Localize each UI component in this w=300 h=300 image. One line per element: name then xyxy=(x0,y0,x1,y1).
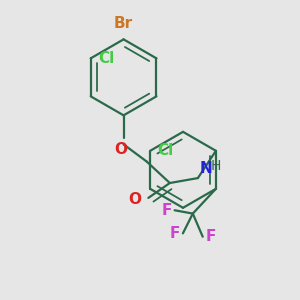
Text: F: F xyxy=(170,226,180,241)
Text: O: O xyxy=(114,142,127,158)
Text: F: F xyxy=(162,203,172,218)
Text: Cl: Cl xyxy=(98,51,114,66)
Text: O: O xyxy=(129,192,142,207)
Text: N: N xyxy=(200,161,212,176)
Text: H: H xyxy=(210,159,221,173)
Text: F: F xyxy=(205,229,216,244)
Text: Cl: Cl xyxy=(158,143,174,158)
Text: Br: Br xyxy=(114,16,133,31)
